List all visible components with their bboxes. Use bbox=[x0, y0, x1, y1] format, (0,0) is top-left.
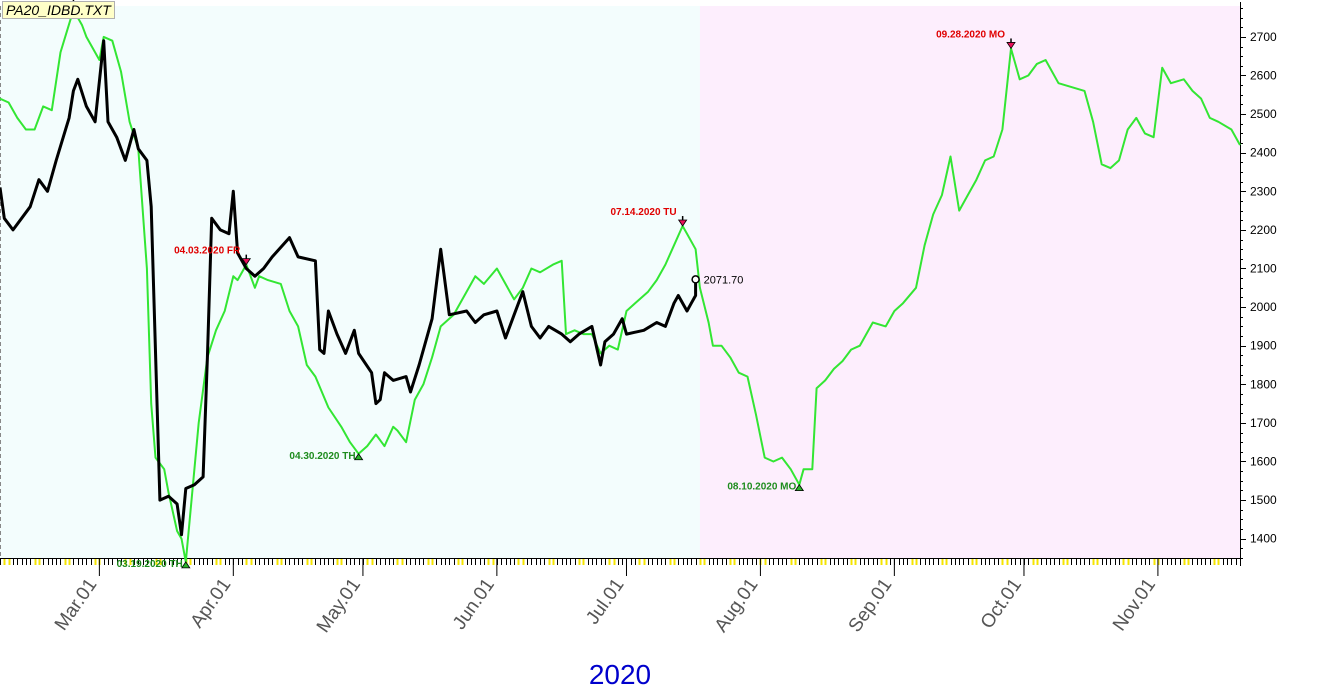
last-value-label: 2071.70 bbox=[704, 274, 744, 286]
y-tick-label: 2400 bbox=[1250, 146, 1277, 160]
top-turning-point-label: 09.28.2020 MO bbox=[936, 29, 1005, 40]
y-tick-label: 2100 bbox=[1250, 261, 1277, 275]
y-tick-label: 1600 bbox=[1250, 454, 1277, 468]
y-tick-label: 1900 bbox=[1250, 339, 1277, 353]
x-month-label: Jul.01 bbox=[582, 575, 628, 629]
top-marker-arrow bbox=[241, 258, 252, 266]
top-turning-point-label: 18.2020 WO bbox=[11, 0, 67, 2]
top-turning-point-label: 07.14.2020 TU bbox=[610, 207, 676, 218]
x-month-label: Nov.01 bbox=[1109, 575, 1160, 635]
file-name-label: PA20_IDBD.TXT bbox=[2, 1, 115, 19]
y-tick-label: 2000 bbox=[1250, 300, 1277, 314]
bottom-turning-point-label: 03.19.2020 TH bbox=[117, 559, 183, 570]
shaded-region-0 bbox=[0, 6, 700, 558]
bottom-turning-point-label: 08.10.2020 MO bbox=[727, 482, 796, 493]
y-tick-label: 1400 bbox=[1250, 532, 1277, 546]
x-month-label: May.01 bbox=[313, 575, 365, 637]
y-tick-label: 2700 bbox=[1250, 30, 1277, 44]
bottom-marker-arrow bbox=[794, 483, 805, 492]
bottom-marker-arrow bbox=[181, 561, 191, 569]
y-tick-label: 2300 bbox=[1250, 184, 1277, 198]
series-line-black bbox=[0, 39, 698, 537]
x-month-label: Aug.01 bbox=[711, 575, 763, 636]
x-month-label: Jun.01 bbox=[449, 575, 499, 634]
top-marker-arrow bbox=[677, 219, 688, 227]
y-tick-label: 1800 bbox=[1250, 377, 1277, 391]
series-line-green bbox=[0, 8, 1241, 563]
shaded-region-1 bbox=[699, 6, 1240, 558]
bottom-turning-point-label: 04.30.2020 TH bbox=[289, 451, 355, 462]
y-tick-label: 1500 bbox=[1250, 493, 1277, 507]
y-tick-label: 2500 bbox=[1250, 107, 1277, 121]
year-label: 2020 bbox=[589, 659, 651, 689]
y-tick-label: 2200 bbox=[1250, 223, 1277, 237]
last-value-marker bbox=[691, 275, 700, 284]
y-tick-label: 1700 bbox=[1250, 416, 1277, 430]
x-month-label: Sep.01 bbox=[845, 575, 897, 636]
bottom-marker-arrow bbox=[353, 453, 364, 461]
top-turning-point-label: 04.03.2020 FR bbox=[174, 246, 241, 257]
x-month-label: Apr.01 bbox=[187, 575, 236, 632]
top-marker-arrow bbox=[1006, 42, 1016, 50]
x-month-label: Mar.01 bbox=[51, 575, 102, 635]
x-month-label: Oct.01 bbox=[977, 575, 1026, 633]
y-tick-label: 2600 bbox=[1250, 68, 1277, 82]
